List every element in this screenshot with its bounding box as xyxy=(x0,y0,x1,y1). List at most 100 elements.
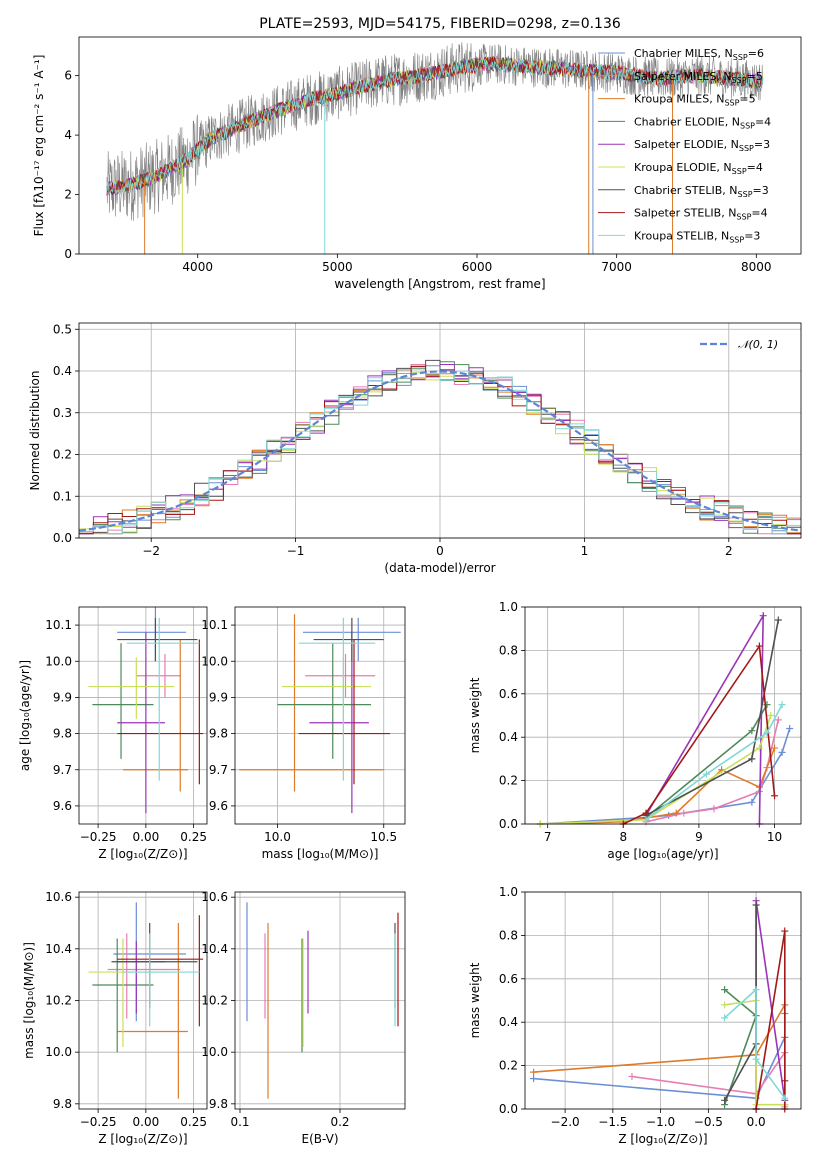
y-tick-label: 0.0 xyxy=(499,1102,518,1116)
y-tick-label: 0.0 xyxy=(499,817,518,831)
x-axis-label: mass [log₁₀(M/M⊙)] xyxy=(262,847,379,861)
y-tick-label: 9.8 xyxy=(53,727,72,741)
mass-vs-ebv-panel: 0.1 0.2 9.8 10.0 10.2 10.4 10.6 E(B-V) xyxy=(201,890,406,1146)
weight-point-marker xyxy=(755,642,763,650)
weight-point-marker xyxy=(781,927,789,935)
x-axis-label: Z [log₁₀(Z/Z⊙)] xyxy=(98,847,187,861)
weight-point-marker xyxy=(702,770,710,778)
weight-point-marker xyxy=(752,1055,760,1063)
y-tick-label: 9.8 xyxy=(209,727,228,741)
x-tick-label: 2 xyxy=(725,544,733,558)
residual-histogram-step xyxy=(79,370,801,535)
mass-vs-metallicity-panel: −0.25 0.00 0.25 9.8 10.0 10.2 10.4 10.6 Z [log₁₀… xyxy=(22,890,208,1146)
y-axis-label: mass weight xyxy=(468,677,482,753)
axes-frame xyxy=(524,891,802,1110)
y-tick-label: 10.1 xyxy=(45,618,72,632)
axes-frame xyxy=(78,36,802,255)
axes-frame xyxy=(78,322,802,539)
y-tick-label: 0.6 xyxy=(499,687,518,701)
y-tick-label: 9.7 xyxy=(209,763,228,777)
residual-histogram-step xyxy=(79,359,801,534)
weight-series-line xyxy=(724,987,786,1099)
legend-entry: Kroupa ELODIE, NSSP=4 xyxy=(634,161,763,176)
axes-frame xyxy=(234,891,406,1110)
x-tick-label: −1 xyxy=(287,544,305,558)
weight-point-marker xyxy=(763,729,771,737)
y-tick-label: 9.9 xyxy=(53,690,72,704)
weight-point-marker xyxy=(748,727,756,735)
x-tick-label: −0.25 xyxy=(80,830,117,844)
weight-series-line xyxy=(645,704,783,821)
weight-point-marker xyxy=(774,716,782,724)
legend-entry: Chabrier MILES, NSSP=6 xyxy=(634,47,764,62)
legend-entry: Salpeter STELIB, NSSP=4 xyxy=(634,207,768,222)
x-tick-label: 0 xyxy=(436,544,444,558)
y-axis-label: mass [log₁₀(M/M⊙)] xyxy=(22,942,36,1059)
weight-point-marker xyxy=(642,816,650,824)
x-tick-label: −2 xyxy=(142,544,160,558)
y-tick-label: 10.0 xyxy=(201,1045,228,1059)
y-tick-label: 10.4 xyxy=(45,942,72,956)
y-tick-label: 9.9 xyxy=(209,690,228,704)
x-tick-label: 10.5 xyxy=(370,830,397,844)
legend-entry: 𝒩(0, 1) xyxy=(738,338,778,351)
y-tick-label: 10.6 xyxy=(201,890,228,904)
x-axis-label: wavelength [Angstrom, rest frame] xyxy=(334,277,545,291)
weight-point-marker xyxy=(672,809,680,817)
weight-point-marker xyxy=(767,712,775,719)
weight-series-line xyxy=(723,988,758,1105)
weight-point-marker xyxy=(721,1014,729,1022)
y-tick-label: 0.1 xyxy=(53,489,72,503)
weight-point-marker xyxy=(748,755,756,763)
y-tick-label: 9.8 xyxy=(53,1097,72,1111)
x-tick-label: 8 xyxy=(619,830,627,844)
weight-point-marker xyxy=(759,612,767,620)
legend-entry: Salpeter ELODIE, NSSP=3 xyxy=(634,138,770,153)
y-tick-label: 0.4 xyxy=(499,1015,518,1029)
weight-vs-age-panel: 7 8 9 10 0.0 0.2 0.4 0.6 0.8 1.0 age [log₁₀(age/yr… xyxy=(468,600,802,861)
legend-entry: Chabrier STELIB, NSSP=3 xyxy=(634,184,769,199)
y-tick-label: 0.6 xyxy=(499,972,518,986)
x-tick-label: 10 xyxy=(767,830,782,844)
legend-entry: Salpeter MILES, NSSP=5 xyxy=(634,70,763,85)
y-tick-label: 0.5 xyxy=(53,322,72,336)
x-tick-label: 1 xyxy=(581,544,589,558)
model-spectrum-line xyxy=(106,57,764,195)
y-tick-label: 0.2 xyxy=(499,774,518,788)
axes-frame xyxy=(78,606,208,825)
weight-series-line xyxy=(755,930,786,1110)
y-tick-label: 0.2 xyxy=(499,1059,518,1073)
y-tick-label: 9.6 xyxy=(209,799,228,813)
y-tick-label: 0 xyxy=(64,247,72,261)
weight-series-line xyxy=(622,643,776,825)
weight-point-marker xyxy=(786,725,794,733)
legend-entry: Kroupa MILES, NSSP=5 xyxy=(634,93,756,108)
x-tick-label: 0.00 xyxy=(133,1115,160,1129)
y-tick-label: 10.2 xyxy=(45,994,72,1008)
y-tick-label: 0.4 xyxy=(53,364,72,378)
x-tick-label: 7 xyxy=(544,830,552,844)
x-tick-label: 7000 xyxy=(601,260,632,274)
weight-point-marker xyxy=(642,809,650,817)
x-tick-label: −0.5 xyxy=(694,1115,723,1129)
x-axis-label: (data-model)/error xyxy=(384,561,495,575)
weight-vs-metallicity-panel: −2.0 −1.5 −1.0 −0.5 0.0 0.0 0.2 0.4 0.6 0.8 1.0 Z [… xyxy=(468,885,802,1146)
x-tick-label: 9 xyxy=(695,830,703,844)
x-tick-label: 10.0 xyxy=(264,830,291,844)
x-tick-label: 6000 xyxy=(462,260,493,274)
age-vs-mass-panel: 10.0 10.5 9.6 9.7 9.8 9.9 10.0 10.1 mass [log₁₀(… xyxy=(201,606,406,861)
weight-point-marker xyxy=(721,1001,729,1009)
normal-distribution-curve xyxy=(78,370,802,532)
weight-point-marker xyxy=(781,1077,789,1085)
axes-frame xyxy=(78,891,208,1110)
axes-frame xyxy=(234,606,406,825)
x-tick-label: 0.1 xyxy=(230,1115,249,1129)
weight-point-marker xyxy=(755,744,763,752)
weight-point-marker xyxy=(680,809,688,817)
x-axis-label: age [log₁₀(age/yr)] xyxy=(607,847,718,861)
weight-point-marker xyxy=(752,901,760,909)
x-tick-label: 0.25 xyxy=(180,1115,207,1129)
y-axis-label: age [log₁₀(age/yr)] xyxy=(18,660,32,771)
weight-point-marker xyxy=(771,744,779,752)
y-tick-label: 0.3 xyxy=(53,406,72,420)
